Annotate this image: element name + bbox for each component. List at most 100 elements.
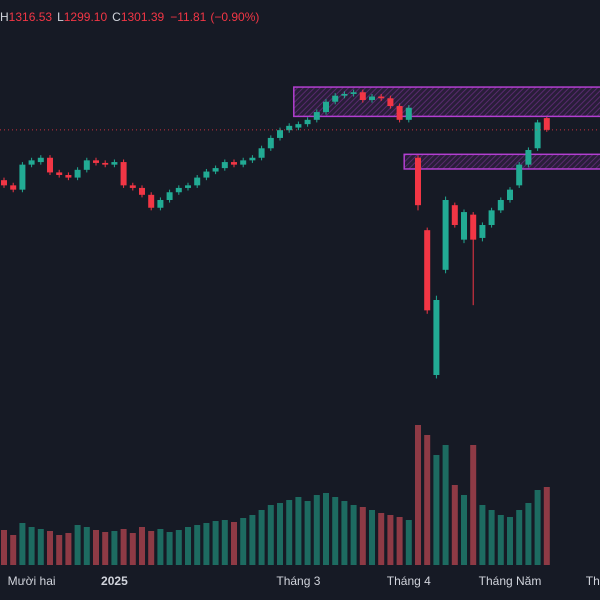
- volume-bar: [350, 505, 357, 565]
- volume-bar: [10, 535, 17, 565]
- volume-bar: [488, 510, 495, 565]
- candle-body: [221, 162, 228, 169]
- volume-bar: [258, 510, 265, 565]
- volume-bar: [175, 530, 182, 565]
- x-tick-label: Mười hai: [8, 574, 56, 588]
- volume-bar: [461, 495, 467, 565]
- volume-bar: [470, 445, 477, 565]
- candle-body: [479, 225, 486, 238]
- volume-bar: [65, 533, 72, 565]
- volume-bar: [424, 435, 431, 565]
- x-tick-label: Tháng 3: [276, 574, 320, 588]
- candle-body: [166, 192, 173, 200]
- candle-body: [258, 148, 265, 158]
- header-value: 1301.39: [121, 10, 165, 24]
- candle-body: [231, 162, 237, 165]
- candle-body: [47, 157, 53, 173]
- candle-body: [332, 95, 339, 102]
- volume-bar: [249, 515, 256, 565]
- candle-body: [28, 160, 35, 165]
- candle-body: [185, 185, 191, 188]
- volume-bar: [525, 503, 532, 565]
- volume-bar: [240, 518, 247, 565]
- volume-bar: [543, 487, 550, 565]
- candle-body: [534, 122, 541, 149]
- volume-bar: [166, 532, 173, 565]
- volume-bar: [148, 531, 155, 565]
- candle-body: [212, 168, 219, 172]
- candle-body: [19, 164, 26, 190]
- volume-bar: [451, 485, 458, 565]
- volume-bar: [295, 497, 302, 565]
- header-label: L: [57, 10, 64, 24]
- volume-bar: [139, 527, 145, 565]
- volume-bar: [83, 527, 90, 565]
- candle-body: [516, 164, 523, 186]
- candle-body: [295, 124, 302, 128]
- volume-bar: [516, 510, 523, 565]
- candle-body: [507, 189, 513, 200]
- volume-bar: [37, 529, 44, 565]
- candle-body: [194, 177, 201, 186]
- candle-body: [359, 92, 366, 100]
- candle-body: [451, 205, 458, 225]
- candle-body: [157, 200, 164, 208]
- volume-bar: [56, 535, 63, 565]
- candle-body: [148, 194, 155, 208]
- volume-bar: [231, 522, 237, 565]
- volume-bar: [157, 529, 164, 565]
- header-value: 1316.53: [9, 10, 53, 24]
- volume-bar: [332, 497, 339, 565]
- volume-bar: [415, 425, 421, 565]
- candle-body: [323, 101, 329, 113]
- volume-bar: [442, 445, 449, 565]
- candle-body: [387, 98, 394, 107]
- candles: [0, 89, 600, 379]
- candle-body: [203, 171, 210, 178]
- volume-bar: [102, 532, 109, 565]
- candle-body: [175, 187, 182, 193]
- volume-bar: [267, 505, 274, 565]
- header-change-pct: (−0.90%): [210, 10, 259, 24]
- candle-body: [461, 212, 467, 240]
- volume-bar: [203, 523, 210, 565]
- x-tick-label: Tháng Năm: [479, 574, 542, 588]
- volume-bar: [405, 520, 412, 565]
- volume-bar: [19, 523, 26, 565]
- volume-bar: [341, 501, 348, 565]
- candle-body: [102, 162, 109, 165]
- candle-body: [37, 157, 44, 163]
- candle-body: [497, 200, 504, 211]
- volume-bar: [304, 501, 311, 565]
- volume-bar: [387, 515, 394, 565]
- zones: [293, 86, 600, 170]
- volume-bar: [497, 515, 504, 565]
- volume-bar: [93, 530, 99, 565]
- volume-bar: [286, 500, 293, 565]
- volume-bar: [396, 517, 403, 565]
- candle-body: [369, 96, 375, 100]
- header-label: H: [0, 10, 9, 24]
- volume-bar: [212, 521, 219, 565]
- x-axis: Mười hai 2025 Tháng 3 Tháng 4 Tháng Năm Th: [8, 574, 600, 588]
- volume-bar: [507, 517, 513, 565]
- volume-bar: [359, 507, 366, 565]
- ohlc-header: H1316.53 L1299.10 C1301.39 −11.81 (−0.90%): [0, 10, 259, 24]
- candle-body: [341, 93, 348, 96]
- volume-bar: [369, 510, 375, 565]
- candle-body: [442, 200, 449, 270]
- candle-body: [111, 162, 118, 165]
- candle-body: [10, 185, 17, 190]
- x-tick-label: 2025: [101, 574, 128, 588]
- candle-body: [350, 92, 357, 94]
- zone: [403, 153, 600, 170]
- candle-body: [313, 112, 320, 120]
- volumes: [1, 425, 550, 565]
- candle-body: [488, 210, 495, 225]
- volume-bar: [47, 531, 53, 565]
- candle-body: [83, 160, 90, 170]
- candle-body: [139, 187, 145, 195]
- volume-bar: [111, 531, 118, 565]
- volume-bar: [129, 533, 136, 565]
